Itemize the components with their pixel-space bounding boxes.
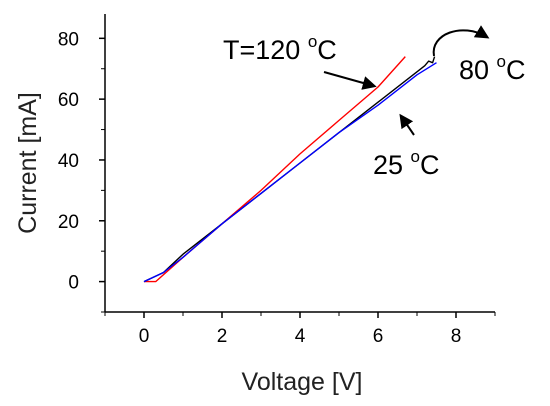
annotation-arrow-t120 bbox=[323, 71, 377, 90]
annotation-t80: 80 oC bbox=[432, 25, 526, 85]
x-tick-label: 4 bbox=[295, 326, 306, 347]
annotation-t25-sup: o bbox=[411, 147, 420, 166]
annotation-t25: 25 oC bbox=[373, 113, 440, 180]
y-tick-label: 0 bbox=[68, 273, 79, 294]
annotation-t80-suffix: C bbox=[506, 55, 526, 85]
annotation-t120: T=120 oC bbox=[223, 32, 377, 90]
x-tick-label: 6 bbox=[373, 326, 384, 347]
annotation-t25-suffix: C bbox=[420, 150, 440, 180]
series-line-t25 bbox=[143, 62, 437, 283]
annotation-label-t25: 25 oC bbox=[373, 147, 440, 180]
annotation-label-t80: 80 oC bbox=[459, 52, 526, 85]
annotation-t25-prefix: 25 bbox=[373, 150, 411, 180]
annotation-t120-sup: o bbox=[308, 32, 317, 51]
annotation-t80-sup: o bbox=[497, 52, 506, 71]
x-tick-label: 0 bbox=[139, 326, 150, 347]
annotation-label-t120: T=120 oC bbox=[223, 32, 337, 65]
annotation-arrow-t25 bbox=[399, 113, 415, 136]
x-tick-label: 2 bbox=[217, 326, 228, 347]
y-tick-label: 80 bbox=[58, 29, 79, 50]
series-layer bbox=[143, 56, 437, 283]
annotation-t80-prefix: 80 bbox=[459, 55, 497, 85]
y-axis-title: Current [mA] bbox=[14, 92, 42, 234]
y-tick-label: 40 bbox=[58, 151, 79, 172]
x-tick-label: 8 bbox=[451, 326, 462, 347]
annotation-t120-suffix: C bbox=[317, 35, 337, 65]
y-tick-label: 20 bbox=[58, 212, 79, 233]
x-axis-title: Voltage [V] bbox=[242, 368, 363, 396]
series-line-t120 bbox=[144, 56, 406, 283]
annotation-t120-prefix: T=120 bbox=[223, 35, 308, 65]
y-tick-label: 60 bbox=[58, 90, 79, 111]
annotation-arrow-t80 bbox=[432, 25, 490, 57]
